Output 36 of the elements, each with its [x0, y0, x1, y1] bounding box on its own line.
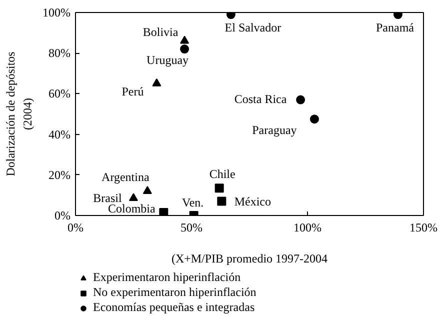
- annotation: Argentina: [102, 170, 150, 184]
- point: [393, 12, 402, 20]
- annotation: El Salvador: [224, 20, 282, 35]
- point: [142, 186, 152, 194]
- y-tick-label: 60%: [48, 86, 71, 101]
- point: [129, 193, 138, 202]
- y-tick-label: 20%: [48, 168, 71, 182]
- legend-label: Economías pequeñas e integradas: [93, 300, 255, 315]
- annotation: México: [234, 194, 271, 208]
- point: [217, 196, 226, 206]
- annotation: Bolivia: [142, 24, 179, 39]
- x-tick-label: 100%: [294, 220, 322, 234]
- x-tick-label: 0%: [68, 220, 84, 234]
- annotation: Chile: [209, 167, 236, 182]
- y-tick-label: 80%: [48, 46, 71, 60]
- y-tick-label: 100%: [42, 6, 71, 20]
- point: [310, 114, 319, 124]
- point: [296, 95, 306, 104]
- annotation: Perú: [122, 84, 144, 99]
- point: [214, 184, 224, 193]
- y-tick-label: 40%: [48, 127, 71, 142]
- annotation: Uruguay: [146, 53, 189, 68]
- point: [180, 44, 190, 54]
- legend-label: Experimentaron hiperinflación: [93, 270, 241, 285]
- annotation: Costa Rica: [234, 92, 288, 106]
- annotation: Panamá: [376, 20, 415, 35]
- x-axis-title: (X+M/PIB promedio 1997-2004: [171, 252, 328, 266]
- point: [159, 208, 168, 216]
- annotation: Paraguay: [252, 123, 297, 138]
- y-tick-label: 0%: [54, 208, 71, 222]
- legend-label: No experimentaron hiperinflación: [93, 285, 256, 300]
- point: [226, 12, 236, 20]
- x-tick-label: 50%: [180, 220, 202, 234]
- x-tick-label: 150%: [410, 220, 438, 234]
- y-axis-title: Dolarización de depósitos (2004): [4, 51, 35, 176]
- annotation: Ven.: [182, 196, 204, 210]
